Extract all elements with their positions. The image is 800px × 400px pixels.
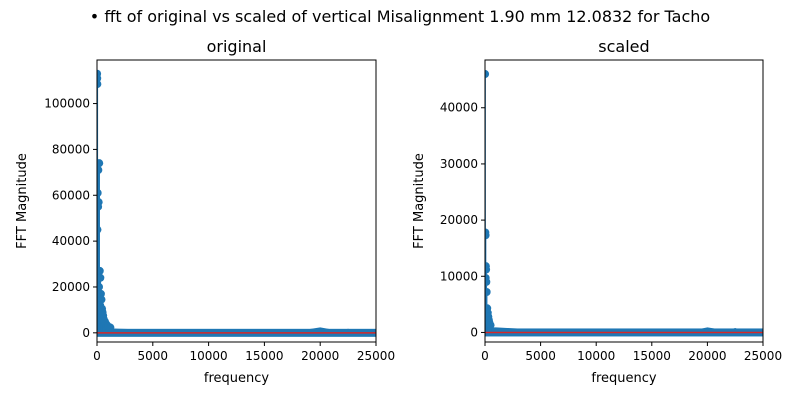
x-tick-label: 15000 (633, 349, 671, 363)
data-point (97, 273, 105, 282)
x-tick-label: 0 (93, 349, 101, 363)
plot-area-original: 0 5000 10000 15000 20000 25000 0 20000 40000 6000… (44, 59, 395, 363)
ylabel-original: FFT Magnitude (15, 153, 30, 249)
x-tick-label: 5000 (138, 349, 169, 363)
data-point (97, 202, 103, 211)
x-tick-label: 0 (481, 349, 489, 363)
y-tick-label: 10000 (440, 269, 478, 283)
ylabel-scaled: FFT Magnitude (412, 153, 427, 249)
y-tick-label: 100000 (44, 97, 90, 111)
data-point (97, 225, 102, 234)
xlabel-original: frequency (204, 371, 270, 386)
subplot-scaled: scaled 0 5000 10000 15000 20000 25000 0 10000 20… (412, 37, 782, 386)
plot-marks (485, 70, 763, 337)
y-tick-label: 40000 (52, 234, 90, 248)
data-point (485, 231, 490, 240)
x-tick-label: 25000 (744, 349, 782, 363)
plot-marks (97, 69, 376, 337)
data-point (485, 288, 491, 297)
x-tick-label: 5000 (525, 349, 556, 363)
data-point (485, 277, 491, 286)
data-point (97, 80, 102, 89)
y-tick-label: 20000 (52, 280, 90, 294)
data-point (485, 265, 491, 274)
x-tick-label: 25000 (357, 349, 395, 363)
plot-area-scaled: 0 5000 10000 15000 20000 25000 0 10000 20000 3000… (440, 59, 782, 363)
x-tick-label: 15000 (245, 349, 283, 363)
y-tick-label: 40000 (440, 101, 478, 115)
figure-suptitle: • fft of original vs scaled of vertical … (90, 7, 710, 26)
data-point (97, 166, 103, 175)
subplot-title-scaled: scaled (598, 37, 649, 56)
x-tick-label: 20000 (301, 349, 339, 363)
y-tick-label: 80000 (52, 142, 90, 156)
y-tick-label: 60000 (52, 188, 90, 202)
data-point (486, 321, 495, 330)
data-point (485, 70, 490, 79)
subplot-original: original 0 5000 10000 15000 20000 25000 0 20000… (15, 37, 395, 386)
data-point (97, 289, 105, 298)
y-tick-label: 0 (82, 326, 90, 340)
x-tick-label: 10000 (190, 349, 228, 363)
subplot-title-original: original (207, 37, 267, 56)
data-point (97, 188, 102, 197)
y-tick-label: 20000 (440, 213, 478, 227)
xlabel-scaled: frequency (591, 371, 657, 386)
y-tick-label: 0 (470, 325, 478, 339)
data-point (106, 323, 115, 332)
y-tick-label: 30000 (440, 157, 478, 171)
axes-frame (96, 59, 377, 343)
axes-frame (484, 59, 764, 343)
data-point (97, 159, 104, 168)
x-tick-label: 20000 (688, 349, 726, 363)
data-point (97, 282, 104, 291)
x-tick-label: 10000 (577, 349, 615, 363)
data-point (97, 266, 104, 275)
